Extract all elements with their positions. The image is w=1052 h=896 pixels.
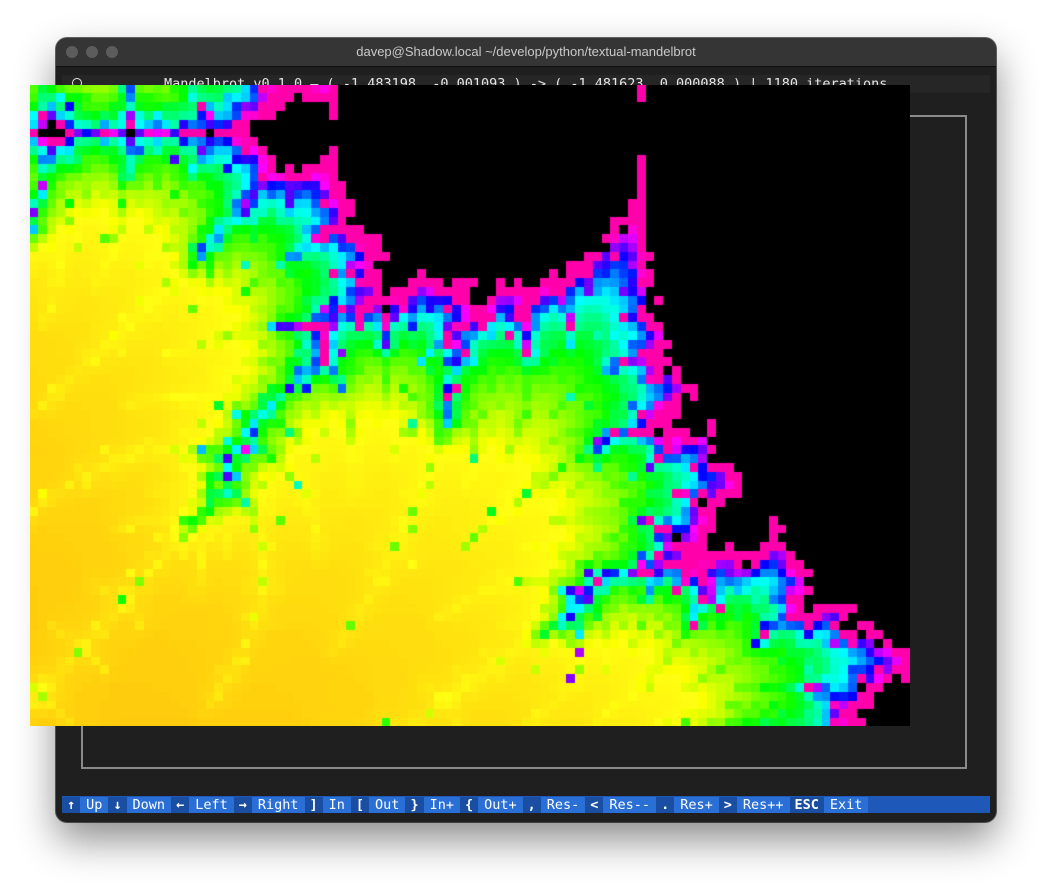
- minimize-window-icon[interactable]: [86, 46, 98, 58]
- binding-up[interactable]: ↑ Up: [62, 796, 109, 813]
- binding-out[interactable]: [Out: [350, 796, 406, 813]
- binding-resminus[interactable]: , Res-: [522, 796, 586, 813]
- binding-resplusplus[interactable]: > Res++: [718, 796, 790, 813]
- binding-key: ↓: [108, 796, 127, 813]
- binding-down[interactable]: ↓ Down: [108, 796, 172, 813]
- binding-key: .: [656, 796, 675, 813]
- binding-label: Out+: [478, 796, 523, 813]
- binding-label: In: [322, 796, 351, 813]
- binding-key: }: [405, 796, 424, 813]
- binding-right[interactable]: → Right: [233, 796, 305, 813]
- key-bindings-footer: ↑ Up ↓ Down ← Left → Right] In[Out} In+{Out+, Res-…: [62, 796, 990, 813]
- binding-resminusminus[interactable]: < Res--: [585, 796, 657, 813]
- binding-label: Down: [126, 796, 172, 813]
- binding-key: >: [718, 796, 737, 813]
- binding-inplus[interactable]: } In+: [405, 796, 460, 813]
- binding-label: Res++: [736, 796, 790, 813]
- binding-in[interactable]: ] In: [304, 796, 351, 813]
- binding-key: ←: [171, 796, 190, 813]
- close-window-icon[interactable]: [66, 46, 78, 58]
- window-titlebar: davep@Shadow.local ~/develop/python/text…: [56, 38, 996, 67]
- binding-left[interactable]: ← Left: [171, 796, 234, 813]
- binding-outplus[interactable]: {Out+: [459, 796, 523, 813]
- binding-key: ,: [522, 796, 541, 813]
- binding-key: ESC: [789, 796, 824, 813]
- binding-label: Res--: [603, 796, 657, 813]
- binding-key: ]: [304, 796, 323, 813]
- binding-label: Left: [189, 796, 234, 813]
- binding-label: In+: [423, 796, 460, 813]
- binding-label: Up: [80, 796, 109, 813]
- window-title: davep@Shadow.local ~/develop/python/text…: [356, 44, 696, 59]
- binding-label: Out: [369, 796, 406, 813]
- binding-label: Res-: [540, 796, 586, 813]
- binding-label: Exit: [823, 796, 869, 813]
- binding-key: [: [350, 796, 370, 813]
- binding-key: →: [233, 796, 252, 813]
- binding-key: ↑: [62, 796, 81, 813]
- binding-exit[interactable]: ESC Exit: [789, 796, 869, 813]
- binding-resplus[interactable]: . Res+: [656, 796, 719, 813]
- binding-key: <: [585, 796, 604, 813]
- zoom-window-icon[interactable]: [106, 46, 118, 58]
- mandelbrot-canvas[interactable]: [30, 85, 910, 726]
- binding-label: Right: [251, 796, 305, 813]
- binding-label: Res+: [674, 796, 719, 813]
- binding-key: {: [459, 796, 479, 813]
